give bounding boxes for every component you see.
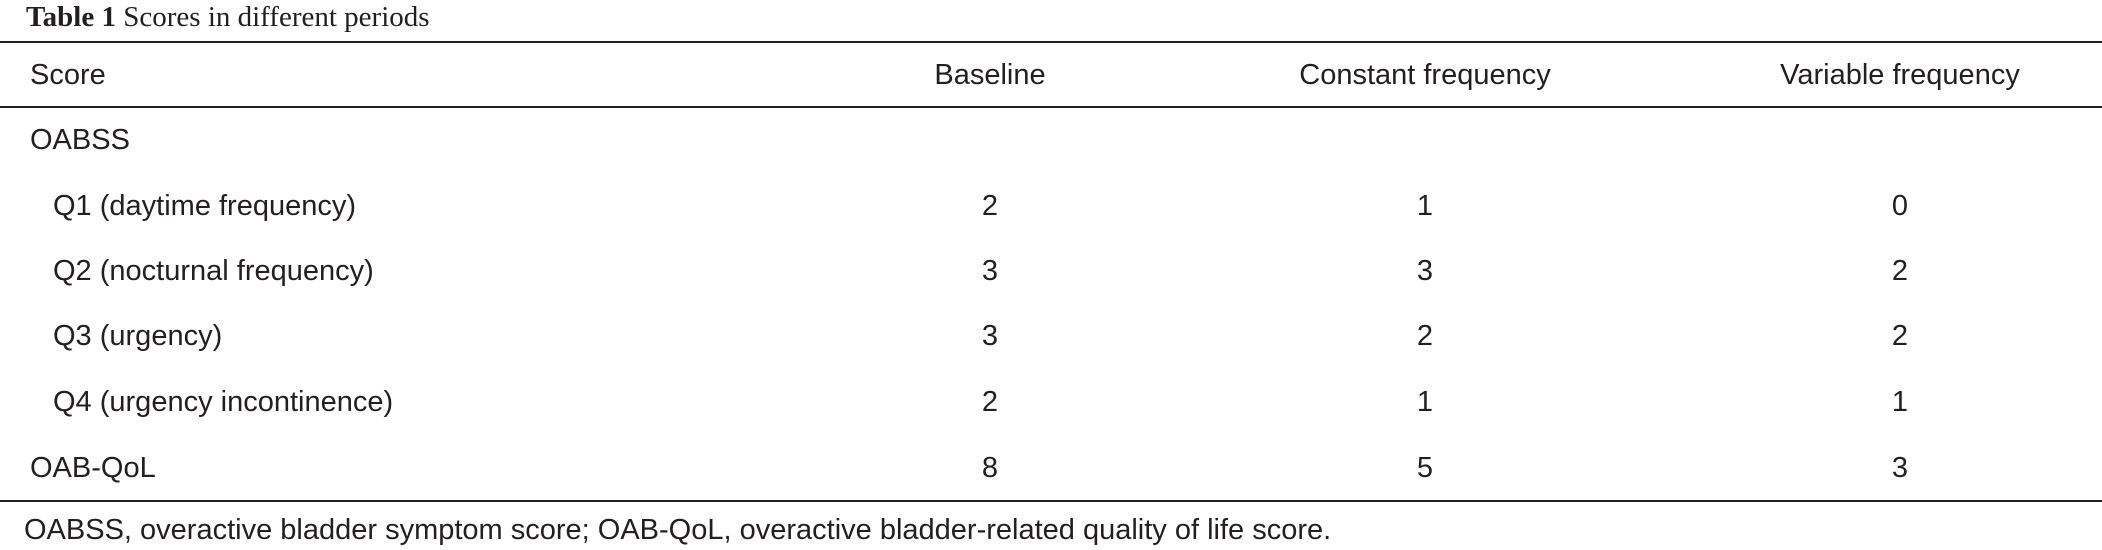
- variable-cell: 2: [1891, 320, 1909, 352]
- header-score: Score: [30, 59, 106, 91]
- top-rule: [0, 41, 2102, 43]
- row-label: Q3 (urgency): [53, 320, 223, 352]
- table-title: Scores in different periods: [123, 1, 430, 33]
- constant-cell: 1: [1416, 386, 1434, 418]
- header-baseline: Baseline: [934, 59, 1046, 91]
- bottom-rule: [0, 500, 2102, 502]
- row-label: OABSS: [30, 124, 130, 156]
- constant-cell: 3: [1416, 255, 1434, 287]
- variable-cell: 1: [1891, 386, 1909, 418]
- row-label: Q1 (daytime frequency): [53, 190, 357, 222]
- header-rule: [0, 106, 2102, 108]
- table-footnote: OABSS, overactive bladder symptom score;…: [24, 514, 1332, 546]
- table-label: Table 1: [26, 1, 116, 33]
- row-label: Q4 (urgency incontinence): [53, 386, 394, 418]
- baseline-cell: 8: [981, 452, 999, 484]
- variable-cell: 0: [1891, 190, 1909, 222]
- header-variable-frequency: Variable frequency: [1780, 59, 2020, 91]
- baseline-cell: 3: [981, 255, 999, 287]
- variable-cell: 3: [1891, 452, 1909, 484]
- constant-cell: 2: [1416, 320, 1434, 352]
- baseline-cell: 2: [981, 190, 999, 222]
- row-label: Q2 (nocturnal frequency): [53, 255, 374, 287]
- baseline-cell: 3: [981, 320, 999, 352]
- constant-cell: 1: [1416, 190, 1434, 222]
- baseline-cell: 2: [981, 386, 999, 418]
- header-constant-frequency: Constant frequency: [1299, 59, 1551, 91]
- variable-cell: 2: [1891, 255, 1909, 287]
- row-label: OAB-QoL: [30, 452, 156, 484]
- constant-cell: 5: [1416, 452, 1434, 484]
- table-caption: Table 1 Scores in different periods: [26, 0, 430, 34]
